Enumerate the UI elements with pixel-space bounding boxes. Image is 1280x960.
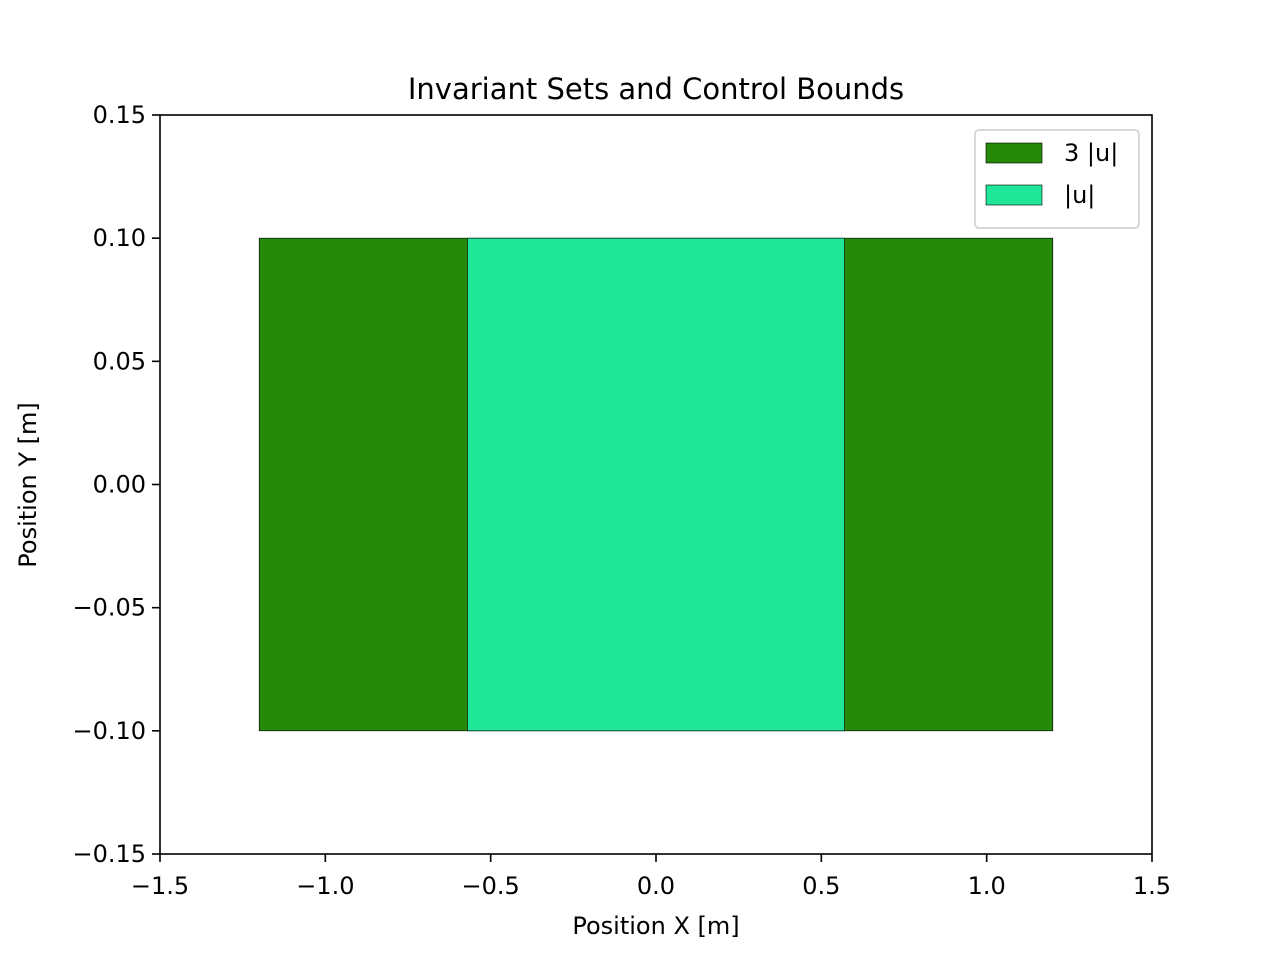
y-axis-ticks: −0.15 −0.10 −0.05 0.00 0.05 0.10 0.15 xyxy=(72,101,160,868)
y-tick-label: 0.05 xyxy=(93,347,146,375)
legend-swatch xyxy=(985,142,1043,164)
x-tick-label: 1.0 xyxy=(968,872,1006,900)
legend-label: |u| xyxy=(1064,181,1095,209)
y-tick-label: 0.10 xyxy=(93,224,146,252)
y-tick-label: −0.10 xyxy=(72,717,146,745)
chart-title: Invariant Sets and Control Bounds xyxy=(408,72,904,106)
legend-label: 3 |u| xyxy=(1064,139,1118,167)
x-tick-label: 1.5 xyxy=(1133,872,1171,900)
x-tick-label: −0.5 xyxy=(462,872,520,900)
legend: 3 |u| |u| xyxy=(974,129,1140,229)
x-tick-label: −1.5 xyxy=(131,872,189,900)
y-tick-label: −0.05 xyxy=(72,594,146,622)
plot-frame xyxy=(159,114,1153,855)
x-axis-ticks: −1.5 −1.0 −0.5 0.0 0.5 1.0 1.5 xyxy=(131,854,1171,900)
y-tick-label: 0.15 xyxy=(93,101,146,129)
y-tick-label: −0.15 xyxy=(72,840,146,868)
x-tick-label: 0.0 xyxy=(637,872,675,900)
legend-swatch xyxy=(985,184,1043,206)
x-tick-label: 0.5 xyxy=(802,872,840,900)
x-tick-label: −1.0 xyxy=(296,872,354,900)
invariant-set-regions xyxy=(258,237,1054,732)
x-axis-title: Position X [m] xyxy=(572,912,739,940)
y-axis-title: Position Y [m] xyxy=(14,402,42,567)
y-tick-label: 0.00 xyxy=(93,471,146,499)
region-series-1 xyxy=(467,237,845,732)
